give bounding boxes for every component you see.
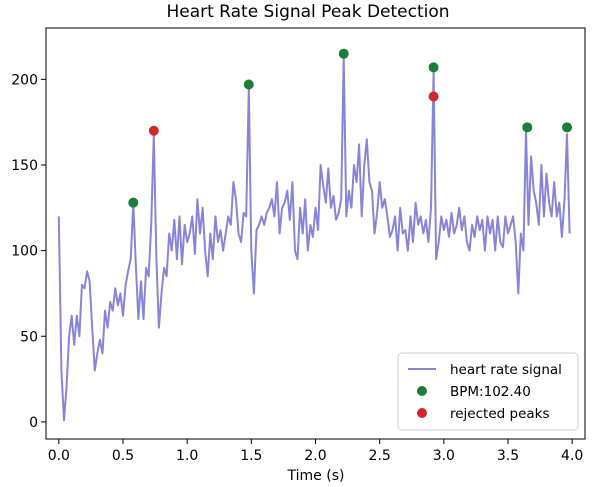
x-tick-label: 3.0 [433,448,455,464]
y-tick-label: 150 [11,158,38,174]
x-axis-label: Time (s) [287,468,345,484]
x-tick-label: 3.5 [497,448,519,464]
detected-peak-point [562,122,573,133]
legend: heart rate signal BPM:102.40 rejected peak… [397,352,579,431]
detected-peak-point [428,62,439,73]
y-tick-label: 200 [11,72,38,88]
y-axis: 0 50 100 150 200 [11,72,46,431]
detected-peak-point [128,197,139,208]
x-tick-label: 2.5 [369,448,391,464]
x-tick-label: 0.5 [112,448,134,464]
heart-rate-signal-line [57,56,571,422]
legend-dot-marker [417,386,427,396]
series-layer [57,48,573,422]
detected-peak-point [243,79,254,90]
x-axis: 0.0 0.5 1.0 1.5 2.0 2.5 3.0 3.5 4.0 [48,439,583,464]
rejected-peak-point [148,125,159,136]
y-tick-label: 100 [11,244,38,260]
rejected-peak-point [428,91,439,102]
legend-box [397,352,579,431]
chart-title: Heart Rate Signal Peak Detection [166,2,449,22]
legend-label: BPM:102.40 [450,384,531,400]
y-tick-label: 50 [20,329,38,345]
x-tick-label: 4.0 [561,448,583,464]
legend-label: rejected peaks [450,406,550,422]
x-tick-label: 0.0 [48,448,70,464]
x-tick-label: 2.0 [304,448,326,464]
detected-peak-point [338,48,349,59]
y-tick-label: 0 [29,415,38,431]
legend-label: heart rate signal [450,362,562,378]
detected-peak-point [522,122,533,133]
x-tick-label: 1.5 [240,448,262,464]
legend-dot-marker [417,408,427,418]
x-tick-label: 1.0 [176,448,198,464]
